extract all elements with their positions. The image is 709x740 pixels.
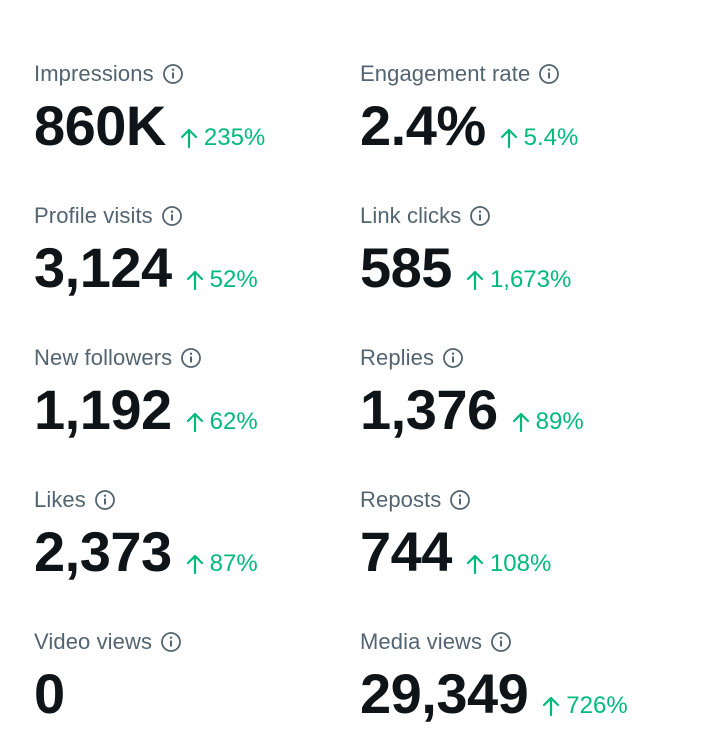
metric-value: 0 <box>34 662 65 725</box>
info-icon[interactable] <box>161 205 183 227</box>
metric-label: Replies <box>360 345 435 370</box>
metric-change-value: 108% <box>489 550 552 577</box>
metric-value-row: 2,373 87% <box>34 518 364 582</box>
metric-change-value: 5.4% <box>523 124 579 151</box>
info-icon[interactable] <box>538 63 560 85</box>
metric-video-views: Video views 0 <box>34 628 364 724</box>
metric-value: 585 <box>360 236 452 299</box>
metric-change: 726% <box>542 692 628 720</box>
info-icon[interactable] <box>94 489 116 511</box>
arrow-up-icon <box>186 553 204 575</box>
info-icon[interactable] <box>469 205 491 227</box>
metric-change-value: 235% <box>203 124 266 151</box>
metric-change-value: 726% <box>566 692 628 719</box>
metric-label-row: Impressions <box>34 60 364 88</box>
metric-label-row: Engagement rate <box>360 60 690 88</box>
metric-value-row: 585 1,673% <box>360 234 690 298</box>
metric-label-row: Likes <box>34 486 364 514</box>
metric-value-row: 0 <box>34 660 364 724</box>
metric-change: 235% <box>180 124 265 152</box>
metric-change: 5.4% <box>500 124 579 152</box>
info-icon[interactable] <box>490 631 512 653</box>
info-icon[interactable] <box>449 489 471 511</box>
metric-link-clicks: Link clicks 585 1,673% <box>360 202 690 298</box>
metric-change: 89% <box>512 408 584 436</box>
metric-change: 87% <box>186 550 258 578</box>
metric-label: Profile visits <box>34 203 153 228</box>
arrow-up-icon <box>186 269 204 291</box>
metric-change-value: 62% <box>209 408 258 435</box>
metric-label: Impressions <box>34 61 154 86</box>
metric-replies: Replies 1,376 89% <box>360 344 690 440</box>
metric-value: 860K <box>34 94 166 157</box>
metric-reposts: Reposts 744 108% <box>360 486 690 582</box>
metric-value: 2,373 <box>34 520 172 583</box>
metric-label: New followers <box>34 345 173 370</box>
metric-value: 2.4% <box>360 94 486 157</box>
metric-label: Likes <box>34 487 86 512</box>
metric-value-row: 1,192 62% <box>34 376 364 440</box>
metric-value-row: 29,349 726% <box>360 660 690 724</box>
metric-label-row: Replies <box>360 344 690 372</box>
metric-change: 108% <box>466 550 551 578</box>
metric-engagement-rate: Engagement rate 2.4% 5.4% <box>360 60 690 156</box>
info-icon[interactable] <box>162 63 184 85</box>
metric-value-row: 860K 235% <box>34 92 364 156</box>
metric-value-row: 744 108% <box>360 518 690 582</box>
metric-label-row: New followers <box>34 344 364 372</box>
metric-value-row: 1,376 89% <box>360 376 690 440</box>
metric-change-value: 52% <box>209 266 258 293</box>
metric-value: 1,376 <box>360 378 498 441</box>
metric-label: Link clicks <box>360 203 462 228</box>
metric-value-row: 2.4% 5.4% <box>360 92 690 156</box>
metric-change-value: 1,673% <box>489 266 572 293</box>
metric-label: Media views <box>360 629 483 654</box>
metric-impressions: Impressions 860K 235% <box>34 60 364 156</box>
metric-change: 1,673% <box>466 266 571 294</box>
metric-label: Engagement rate <box>360 61 531 86</box>
info-icon[interactable] <box>180 347 202 369</box>
arrow-up-icon <box>186 411 204 433</box>
metric-value: 3,124 <box>34 236 172 299</box>
metric-change: 62% <box>186 408 258 436</box>
metric-label-row: Profile visits <box>34 202 364 230</box>
metric-change-value: 89% <box>535 408 584 435</box>
metric-label: Reposts <box>360 487 442 512</box>
arrow-up-icon <box>512 411 530 433</box>
arrow-up-icon <box>180 127 198 149</box>
metric-value: 1,192 <box>34 378 172 441</box>
metric-likes: Likes 2,373 87% <box>34 486 364 582</box>
metric-change-value: 87% <box>209 550 258 577</box>
metric-media-views: Media views 29,349 726% <box>360 628 690 724</box>
arrow-up-icon <box>466 553 484 575</box>
metric-value: 744 <box>360 520 452 583</box>
metric-value: 29,349 <box>360 662 529 725</box>
arrow-up-icon <box>542 695 560 717</box>
metric-label-row: Media views <box>360 628 690 656</box>
metric-profile-visits: Profile visits 3,124 52% <box>34 202 364 298</box>
metric-label-row: Reposts <box>360 486 690 514</box>
metric-change: 52% <box>186 266 258 294</box>
info-icon[interactable] <box>160 631 182 653</box>
metric-label-row: Link clicks <box>360 202 690 230</box>
metric-value-row: 3,124 52% <box>34 234 364 298</box>
arrow-up-icon <box>466 269 484 291</box>
info-icon[interactable] <box>442 347 464 369</box>
metric-label-row: Video views <box>34 628 364 656</box>
metric-new-followers: New followers 1,192 62% <box>34 344 364 440</box>
arrow-up-icon <box>500 127 518 149</box>
metric-label: Video views <box>34 629 153 654</box>
